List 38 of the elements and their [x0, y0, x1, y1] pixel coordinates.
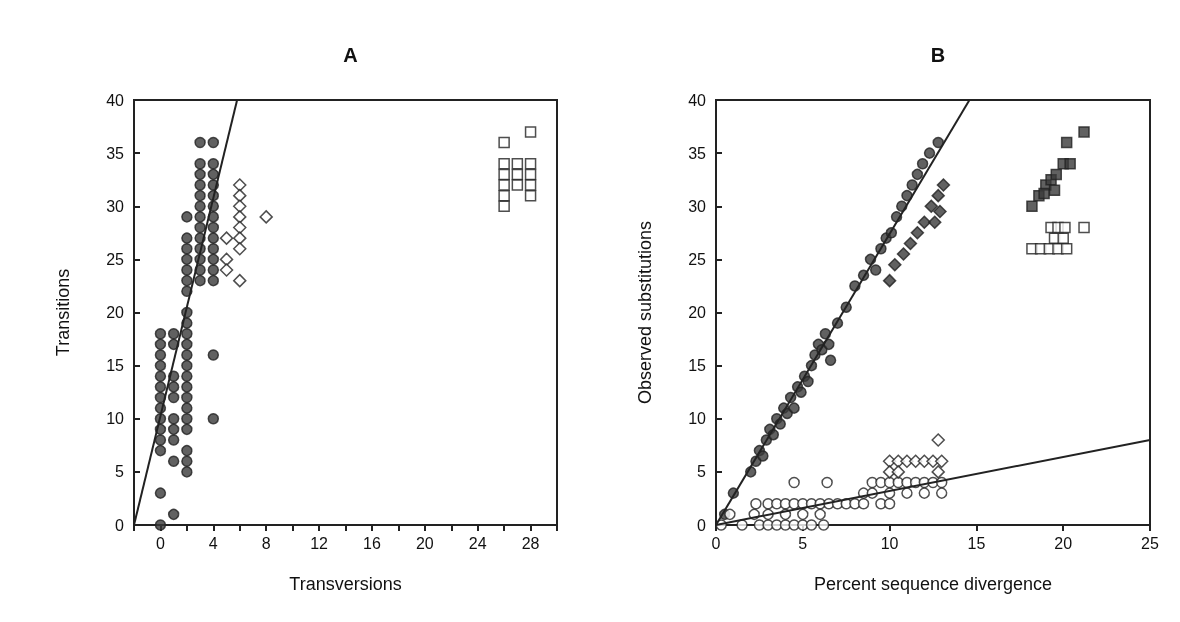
y-tick-label: 0: [697, 516, 707, 534]
x-tick-label: 10: [880, 534, 899, 552]
y-tick-label: 35: [106, 144, 125, 162]
y-tick-label: 0: [115, 516, 125, 534]
y-tick-label: 5: [697, 463, 707, 481]
y-axis-title: Transitions: [53, 268, 73, 357]
y-tick-label: 25: [106, 250, 125, 268]
x-tick-label: 16: [363, 534, 381, 552]
x-tick-label: 8: [261, 534, 271, 552]
y-tick-label: 40: [106, 91, 125, 109]
x-tick-label: 20: [1054, 534, 1073, 552]
x-tick-label: 0: [155, 534, 165, 552]
y-tick-label: 30: [688, 197, 707, 215]
y-tick-label: 35: [688, 144, 707, 162]
y-tick-label: 15: [688, 357, 707, 375]
x-tick-label: 20: [415, 534, 434, 552]
y-tick-label: 10: [688, 410, 707, 428]
x-tick-label: 0: [711, 534, 721, 552]
y-tick-label: 15: [106, 357, 125, 375]
x-axis-title: Transversions: [289, 574, 402, 594]
x-tick-label: 28: [521, 534, 540, 552]
y-tick-label: 25: [688, 250, 707, 268]
x-tick-label: 12: [310, 534, 329, 552]
y-tick-label: 30: [106, 197, 125, 215]
x-tick-label: 15: [967, 534, 986, 552]
x-tick-label: 25: [1141, 534, 1159, 552]
chart-title: B: [930, 44, 946, 66]
y-tick-label: 20: [106, 304, 125, 321]
x-tick-label: 4: [208, 534, 218, 552]
y-tick-label: 20: [688, 304, 707, 321]
chart-title: A: [343, 44, 358, 66]
y-axis-title: Observed substitutions: [635, 220, 655, 405]
x-tick-label: 24: [468, 534, 487, 552]
x-axis-title: Percent sequence divergence: [813, 574, 1053, 594]
x-tick-label: 5: [798, 534, 808, 552]
y-tick-label: 10: [106, 410, 125, 428]
y-tick-label: 5: [115, 463, 125, 481]
y-tick-label: 40: [688, 91, 707, 109]
